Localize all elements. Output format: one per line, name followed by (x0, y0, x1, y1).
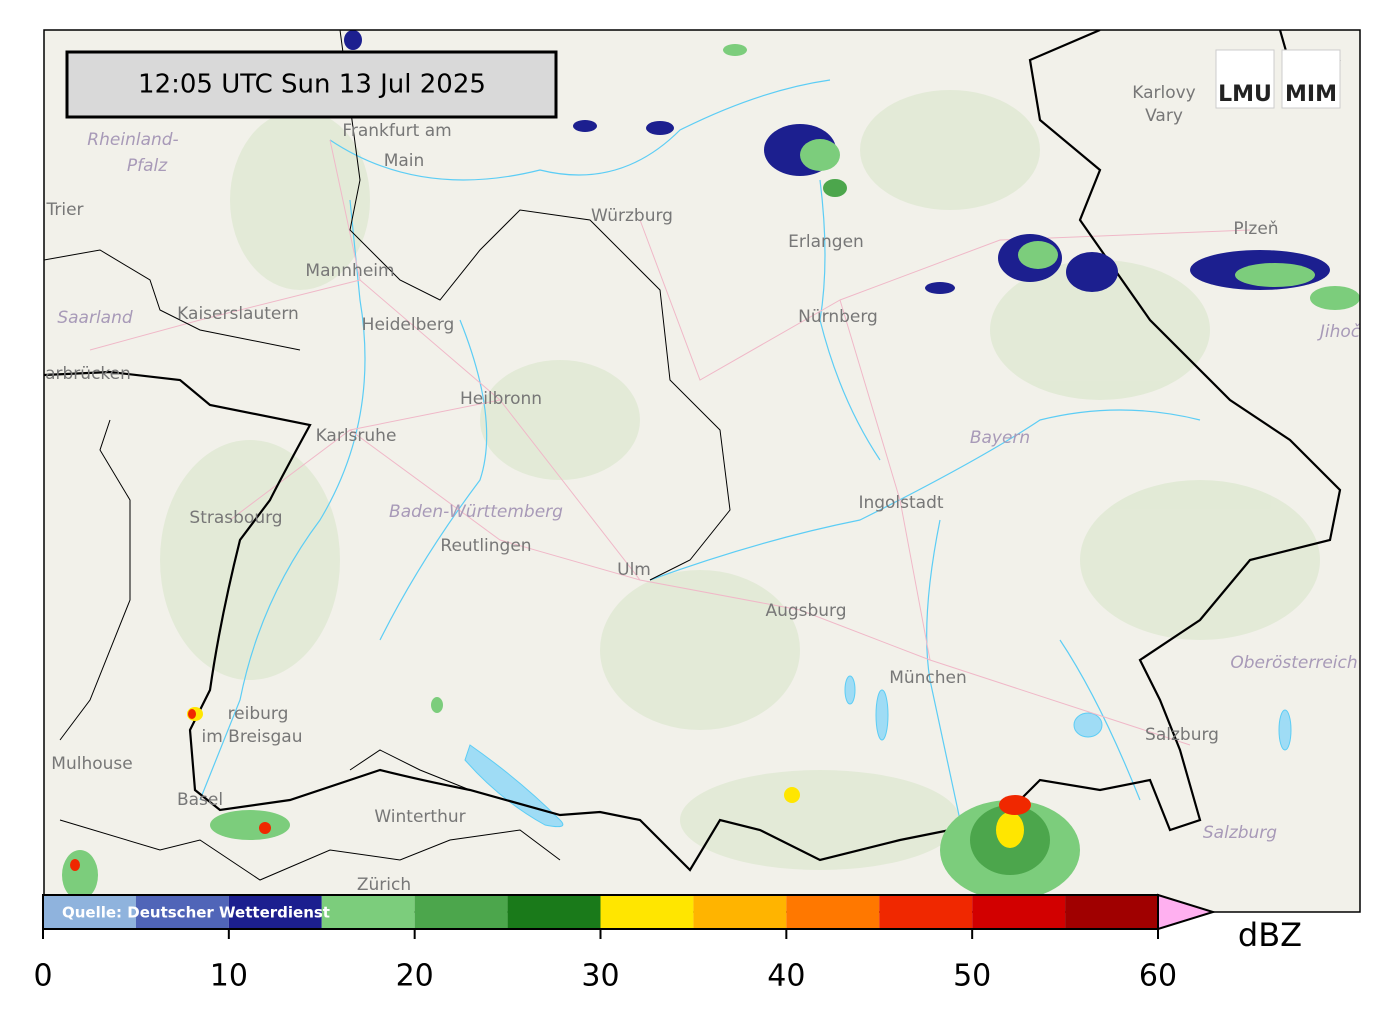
place-label: reiburg (228, 704, 289, 724)
place-label: Saarland (57, 308, 133, 328)
tick-label: 10 (210, 959, 248, 994)
place-label: Mannheim (305, 261, 394, 281)
place-label: Salzburg (1145, 725, 1219, 745)
place-label: im Breisgau (202, 727, 303, 747)
place-label: Baden-Württemberg (389, 502, 563, 522)
place-label: Augsburg (765, 601, 846, 621)
colorbar-segment (228, 895, 322, 929)
colorbar-segment (135, 895, 229, 929)
colorbar-segment (600, 895, 694, 929)
place-label: Pfalz (127, 156, 168, 176)
place-label: München (889, 668, 967, 688)
tick-label: 20 (396, 959, 434, 994)
logo: MIM (1285, 82, 1337, 107)
place-label: Mulhouse (51, 754, 132, 774)
place-label: arbrücken (45, 364, 131, 384)
place-label: Würzburg (591, 206, 673, 226)
place-label: Erlangen (788, 232, 864, 252)
place-label: Vary (1145, 106, 1183, 126)
colorbar-segment (321, 895, 415, 929)
place-label: Main (384, 151, 425, 171)
place-label: Jihoč (1317, 322, 1361, 342)
radar-echoes (62, 30, 1360, 900)
place-label: Kaiserslautern (177, 304, 299, 324)
place-label: Frankfurt am (342, 121, 451, 141)
place-label: Rheinland- (87, 130, 178, 150)
place-label: Nürnberg (798, 307, 878, 327)
place-label: Reutlingen (440, 536, 531, 556)
place-label: Winterthur (374, 807, 465, 827)
colorbar-segment (972, 895, 1066, 929)
colorbar-segment (786, 895, 880, 929)
colorbar-segment (1065, 895, 1158, 929)
colorbar-segment (43, 895, 136, 929)
colorbar-segment (879, 895, 973, 929)
place-label: Karlsruhe (316, 426, 397, 446)
colorbar: Quelle: Deutscher Wetterdienst 0 10 20 30 40 5… (33, 893, 1302, 994)
place-label: Strasbourg (189, 508, 282, 528)
place-label: Ulm (617, 560, 651, 580)
place-label: Salzburg (1203, 823, 1277, 843)
place-label: Bayern (970, 428, 1030, 448)
place-label: Heidelberg (362, 315, 455, 335)
logo: LMU (1218, 82, 1272, 107)
place-label: Heilbronn (460, 389, 542, 409)
timestamp: 12:05 UTC Sun 13 Jul 2025 (138, 70, 486, 100)
colorbar-segment (693, 895, 787, 929)
timestamp-box (65, 50, 558, 119)
place-label: Plzeň (1233, 219, 1278, 239)
place-label: Ingolstadt (858, 493, 943, 513)
place-label: Basel (177, 790, 223, 810)
logo-box (1215, 49, 1275, 109)
colorbar-segment (507, 895, 601, 929)
place-label: Karlovy (1132, 83, 1196, 103)
colorbar-label: dBZ (1238, 916, 1302, 954)
place-label: Trier (45, 200, 83, 220)
tick-label: 0 (33, 959, 52, 994)
place-label: Zürich (357, 875, 411, 895)
logo-box (1281, 49, 1341, 109)
tick-label: 30 (581, 959, 619, 994)
colorbar-segment (414, 895, 508, 929)
tick-label: 40 (767, 959, 805, 994)
tick-label: 60 (1139, 959, 1177, 994)
basemap: Frankfurt am Main Rheinland- Pfalz Trier Würz… (44, 30, 1361, 912)
place-label: Oberösterreich (1230, 653, 1357, 673)
tick-label: 50 (953, 959, 991, 994)
source-label: Quelle: Deutscher Wetterdienst (62, 904, 330, 922)
